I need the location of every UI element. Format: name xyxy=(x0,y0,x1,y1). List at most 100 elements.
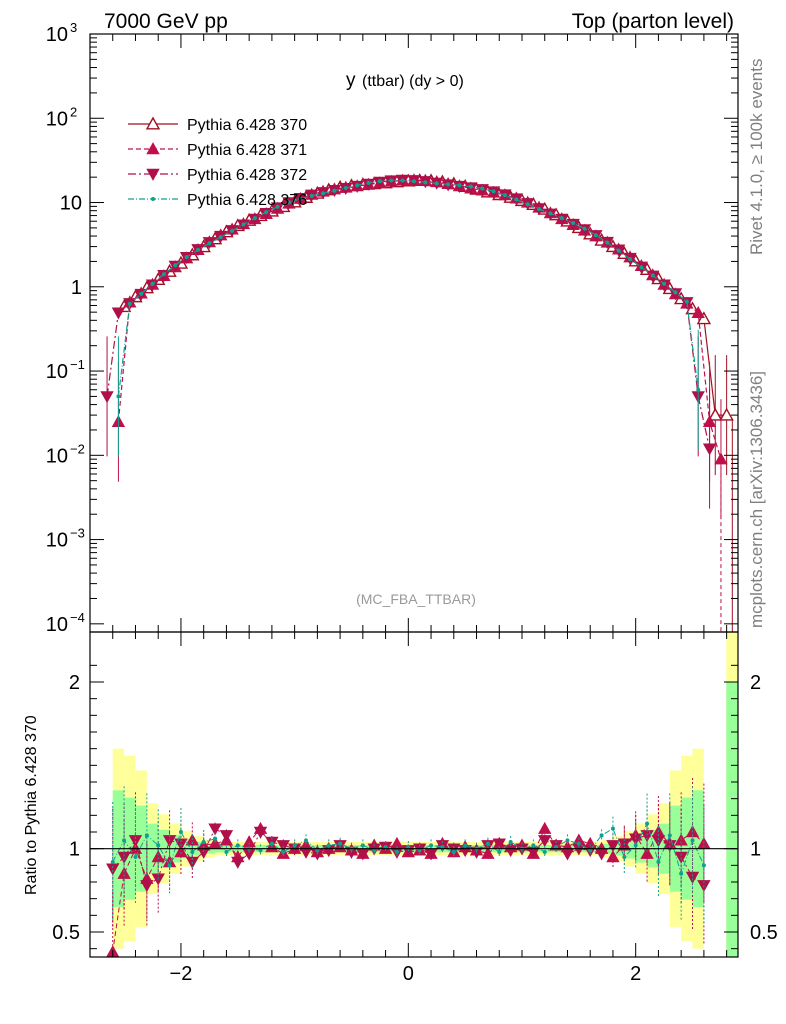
ratio-point-s376 xyxy=(417,848,422,853)
ratio-point-s376 xyxy=(633,843,638,848)
ratio-y-tick-label-left: 2 xyxy=(69,672,80,694)
ratio-point-s376 xyxy=(190,850,195,854)
ratio-point-s371 xyxy=(606,850,620,863)
data-point-s370 xyxy=(708,407,723,421)
header-right: Top (parton level) xyxy=(572,10,734,33)
ratio-point-s372 xyxy=(299,846,313,859)
ratio-point-s376 xyxy=(178,830,183,834)
data-point-s376 xyxy=(548,211,553,216)
x-tick-label: 0 xyxy=(403,963,414,985)
data-point-s376 xyxy=(639,265,644,270)
data-point-s376 xyxy=(525,202,530,207)
plot-title-sub: (ttbar) (dy > 0) xyxy=(362,73,464,90)
ratio-point-s372 xyxy=(674,851,688,864)
data-point-s376 xyxy=(230,228,235,233)
ratio-point-s376 xyxy=(531,843,536,848)
ratio-point-s376 xyxy=(701,863,706,868)
data-point-s376 xyxy=(150,281,155,286)
ratio-point-s376 xyxy=(122,838,127,843)
ratio-point-s376 xyxy=(224,850,229,854)
y-tick-label: 10 xyxy=(46,108,68,130)
main-plot-area xyxy=(100,173,734,632)
data-point-s376 xyxy=(400,178,405,183)
data-point-s376 xyxy=(309,193,314,198)
ratio-plot-area xyxy=(90,778,738,958)
ratio-point-s376 xyxy=(281,850,286,854)
data-point-s376 xyxy=(593,233,598,238)
ratio-point-s376 xyxy=(269,841,274,846)
ratio-uncertainty-bands xyxy=(112,632,739,957)
data-point-s376 xyxy=(161,272,166,277)
ratio-point-s376 xyxy=(304,838,308,843)
data-point-s376 xyxy=(457,183,462,188)
ratio-point-s376 xyxy=(167,863,172,868)
plot-title-main: y xyxy=(346,70,356,91)
data-point-s376 xyxy=(377,179,382,184)
data-point-s376 xyxy=(559,216,564,221)
data-point-s376 xyxy=(321,191,326,196)
data-point-s372 xyxy=(111,307,126,320)
ratio-point-s372 xyxy=(276,840,290,853)
ratio-point-s376 xyxy=(258,848,263,853)
legend-marker-s371 xyxy=(146,142,160,155)
data-point-s376 xyxy=(332,188,337,193)
data-point-s376 xyxy=(366,180,371,185)
series-line-s372 xyxy=(106,179,711,449)
ratio-point-s376 xyxy=(599,833,604,838)
rivet-label: Rivet 4.1.0, ≥ 100k events xyxy=(747,59,766,255)
data-point-s376 xyxy=(241,222,246,227)
ratio-point-s376 xyxy=(667,833,672,838)
ratio-point-s376 xyxy=(156,843,161,848)
data-point-s376 xyxy=(582,226,587,231)
ratio-point-s372 xyxy=(447,843,461,856)
data-point-s371 xyxy=(714,452,728,465)
ratio-point-s376 xyxy=(133,855,138,859)
data-point-s376 xyxy=(207,241,212,246)
ratio-point-s376 xyxy=(463,843,468,848)
data-point-s376 xyxy=(275,204,280,209)
ratio-point-s376 xyxy=(576,841,581,846)
ratio-y-tick-label-left: 0.5 xyxy=(52,922,80,944)
y-tick-exponent: 2 xyxy=(70,104,77,119)
data-point-s376 xyxy=(684,299,689,304)
y-tick-exponent: −3 xyxy=(70,526,85,541)
ratio-point-s372 xyxy=(606,840,620,853)
data-point-s376 xyxy=(196,247,200,252)
ratio-band-green xyxy=(726,682,739,957)
series-line-s370 xyxy=(123,179,727,416)
y-tick-exponent: −1 xyxy=(70,357,85,372)
legend-marker-s376 xyxy=(151,197,155,201)
y-tick-label: 1 xyxy=(71,277,82,299)
data-point-s376 xyxy=(502,193,507,198)
y-tick-exponent: −4 xyxy=(70,610,85,625)
legend-marker-s370 xyxy=(145,116,161,130)
ratio-ylabel: Ratio to Pythia 6.428 370 xyxy=(23,715,40,895)
data-point-s376 xyxy=(264,210,269,215)
data-point-s376 xyxy=(650,273,655,278)
ratio-point-s376 xyxy=(406,845,411,849)
data-point-s376 xyxy=(218,235,223,240)
ratio-y-tick-label-left: 1 xyxy=(69,839,80,861)
ratio-point-s376 xyxy=(451,850,456,854)
data-point-s376 xyxy=(628,257,632,262)
data-point-s376 xyxy=(423,180,428,185)
data-point-s376 xyxy=(127,301,132,306)
data-point-s376 xyxy=(434,181,439,186)
x-tick-label: 2 xyxy=(630,963,641,985)
series-line-s371 xyxy=(117,179,722,460)
data-point-s376 xyxy=(412,179,416,184)
ratio-point-s372 xyxy=(140,880,154,893)
ratio-y-tick-label-right: 1 xyxy=(750,839,761,861)
ratio-point-s376 xyxy=(383,845,388,849)
ratio-point-s372 xyxy=(219,830,234,843)
ratio-point-s371 xyxy=(538,821,552,834)
ratio-point-s376 xyxy=(338,841,343,846)
ratio-point-s376 xyxy=(679,871,684,876)
data-point-s372 xyxy=(100,391,114,404)
ratio-point-s376 xyxy=(440,845,445,849)
legend-label: Pythia 6.428 372 xyxy=(187,167,307,184)
ratio-point-s376 xyxy=(690,838,695,843)
ratio-point-s376 xyxy=(610,826,615,831)
